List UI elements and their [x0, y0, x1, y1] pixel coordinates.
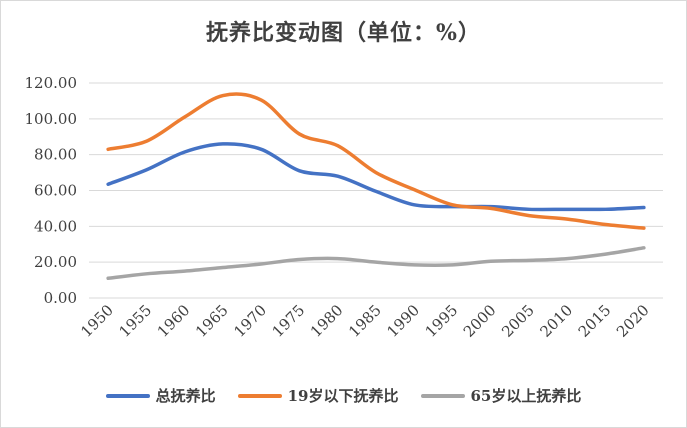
y-tick-label: 40.00: [34, 217, 77, 235]
chart-title: 抚养比变动图（单位：%）: [206, 20, 481, 46]
x-tick-label: 1965: [192, 301, 232, 341]
legend-swatch-total: [105, 393, 150, 398]
legend-item-elderly: 65岁以上抚养比: [420, 385, 582, 406]
series-line-youth: [106, 92, 646, 230]
x-tick-label: 1975: [269, 301, 309, 341]
x-tick-label: 2000: [460, 301, 500, 341]
x-tick-label: 2020: [613, 301, 653, 341]
y-tick-label: 20.00: [34, 253, 77, 271]
y-tick-label: 100.00: [25, 110, 78, 128]
x-tick-label: 1985: [345, 301, 385, 341]
series-line-total: [106, 142, 646, 212]
series-line-elderly: [106, 246, 646, 281]
legend-item-total: 总抚养比: [105, 385, 216, 406]
y-tick-label: 80.00: [34, 146, 77, 164]
x-tick-label: 2005: [498, 301, 538, 341]
x-tick-label: 1980: [307, 301, 347, 341]
x-tick-label: 1955: [115, 301, 155, 341]
x-tick-label: 1995: [422, 301, 462, 341]
x-tick-label: 2010: [536, 301, 576, 341]
legend-label-elderly: 65岁以上抚养比: [470, 387, 582, 405]
y-tick-label: 60.00: [34, 182, 77, 200]
x-tick-label: 2015: [575, 301, 615, 341]
x-tick-label: 1970: [230, 301, 270, 341]
legend-label-total: 总抚养比: [155, 387, 216, 405]
legend-item-youth: 19岁以下抚养比: [237, 385, 399, 406]
y-tick-label: 0.00: [44, 289, 77, 307]
legend-swatch-youth: [237, 393, 282, 398]
x-tick-label: 1950: [77, 301, 117, 341]
legend-swatch-elderly: [420, 393, 465, 398]
legend: 总抚养比 19岁以下抚养比 65岁以上抚养比: [1, 385, 686, 406]
x-tick-label: 1960: [154, 301, 194, 341]
legend-label-youth: 19岁以下抚养比: [287, 387, 399, 405]
x-tick-label: 1990: [383, 301, 423, 341]
y-tick-label: 120.00: [25, 74, 78, 92]
